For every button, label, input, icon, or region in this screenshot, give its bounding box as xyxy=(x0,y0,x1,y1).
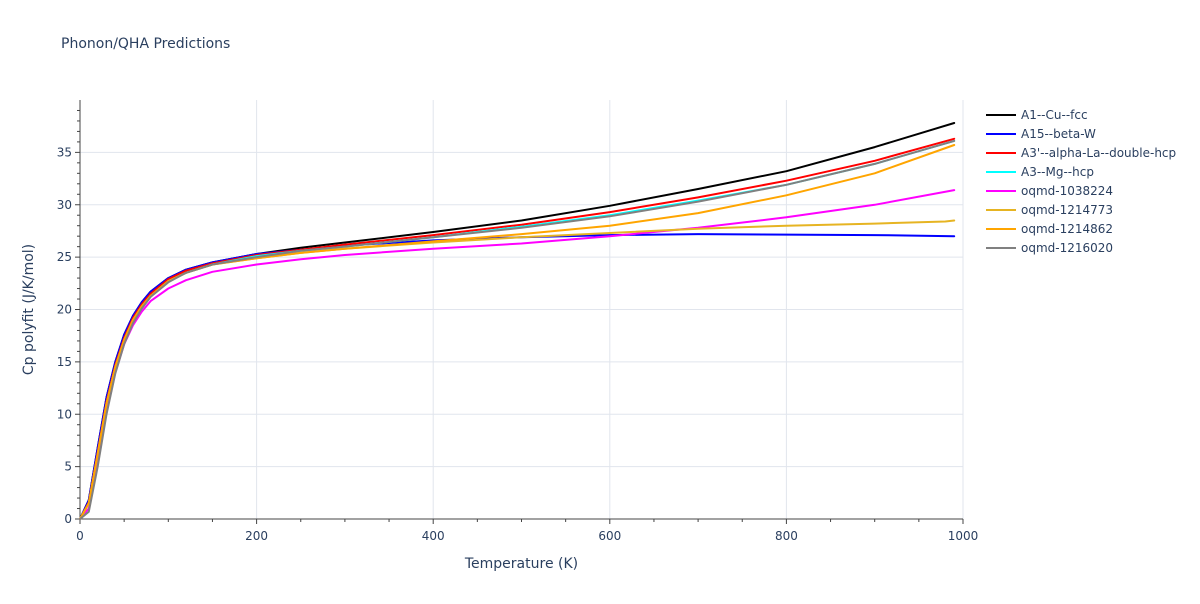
y-tick-label: 25 xyxy=(57,250,72,264)
series-line xyxy=(79,233,956,520)
y-tick-label: 30 xyxy=(57,198,72,212)
legend-label: oqmd-1216020 xyxy=(1021,241,1113,255)
y-tick-label: 35 xyxy=(57,145,72,159)
legend-label: oqmd-1038224 xyxy=(1021,184,1113,198)
y-tick-label: 5 xyxy=(64,460,72,474)
x-tick-label: 800 xyxy=(775,529,798,543)
series-line xyxy=(79,139,956,520)
legend-label: A15--beta-W xyxy=(1021,127,1096,141)
chart-title: Phonon/QHA Predictions xyxy=(61,36,231,52)
x-tick-label: 600 xyxy=(598,529,621,543)
legend-label: A3--Mg--hcp xyxy=(1021,165,1094,179)
series-line xyxy=(79,189,956,520)
y-tick-label: 20 xyxy=(57,303,72,317)
x-tick-label: 0 xyxy=(76,529,84,543)
legend-label: oqmd-1214773 xyxy=(1021,203,1113,217)
x-tick-label: 200 xyxy=(245,529,268,543)
x-axis-title: Temperature (K) xyxy=(464,556,578,572)
y-tick-label: 15 xyxy=(57,355,72,369)
x-tick-label: 1000 xyxy=(948,529,979,543)
legend-label: oqmd-1214862 xyxy=(1021,222,1113,236)
legend-label: A1--Cu--fcc xyxy=(1021,108,1088,122)
legend-label: A3'--alpha-La--double-hcp xyxy=(1021,146,1176,160)
y-axis-title: Cp polyfit (J/K/mol) xyxy=(21,244,37,375)
series-line xyxy=(79,137,956,520)
y-tick-label: 10 xyxy=(57,407,72,421)
legend: A1--Cu--fcc A15--beta-W A3'--alpha-La--dou… xyxy=(986,108,1176,255)
series-line xyxy=(79,139,956,520)
series-line xyxy=(79,144,956,520)
y-tick-label: 0 xyxy=(64,512,72,526)
x-tick-label: 400 xyxy=(422,529,445,543)
series-line xyxy=(79,122,956,520)
